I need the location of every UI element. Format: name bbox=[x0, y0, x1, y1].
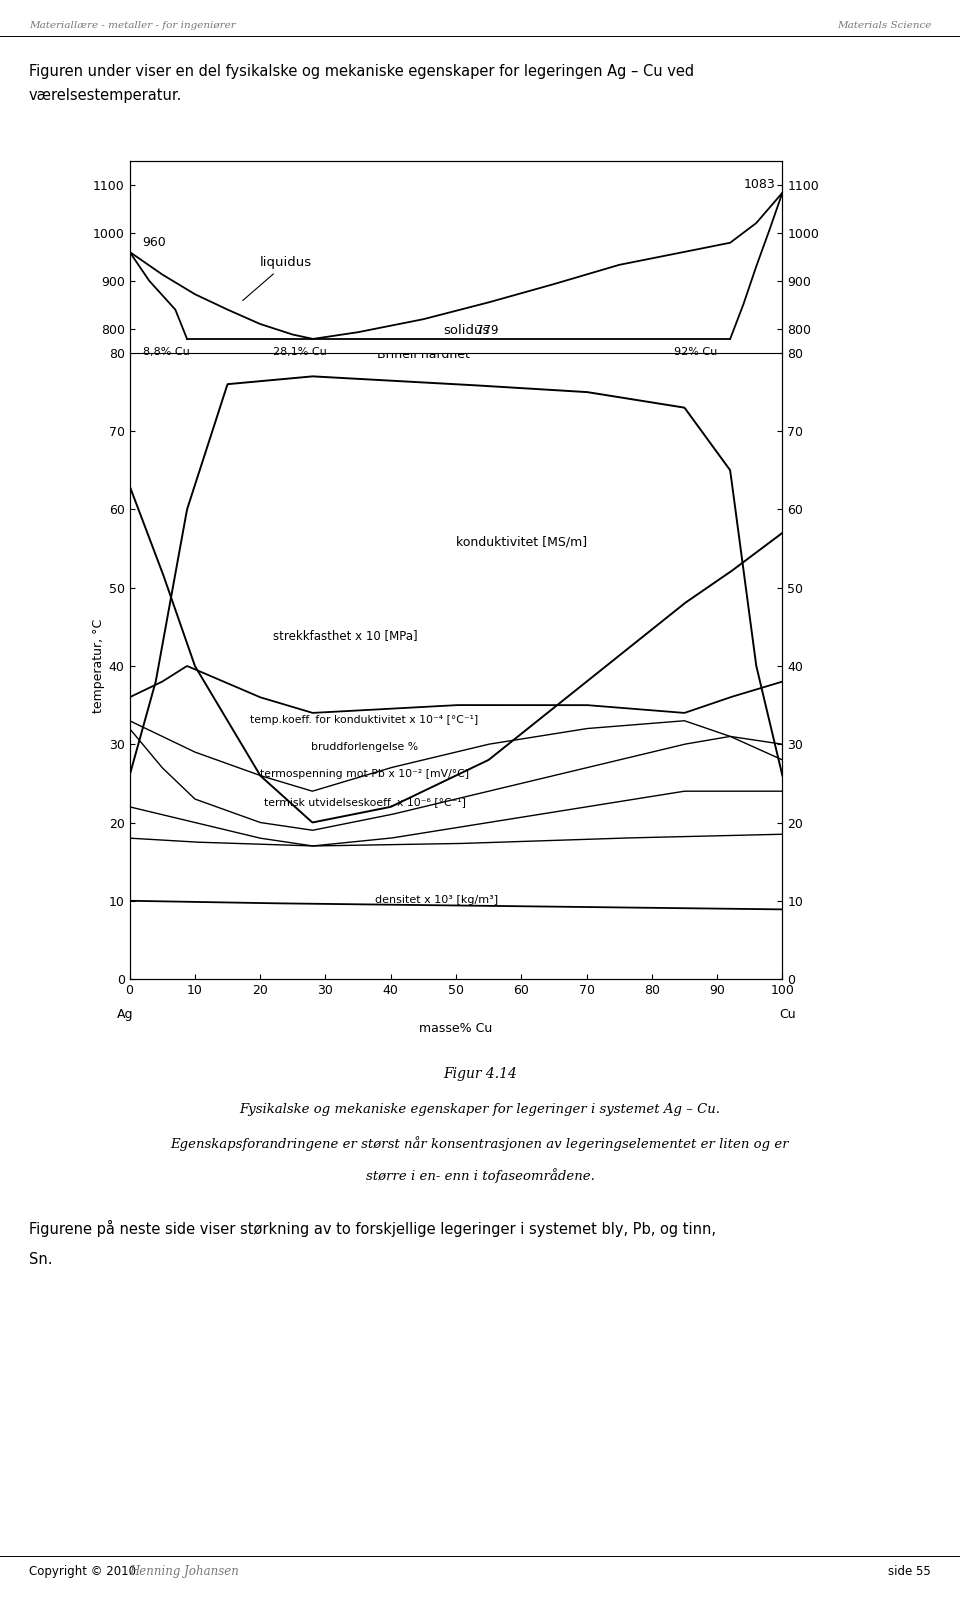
Text: 28,1% Cu: 28,1% Cu bbox=[274, 347, 327, 356]
Text: 8,8% Cu: 8,8% Cu bbox=[143, 347, 189, 356]
Text: bruddforlengelse %: bruddforlengelse % bbox=[311, 742, 419, 753]
Text: Figuren under viser en del fysikalske og mekaniske egenskaper for legeringen Ag : Figuren under viser en del fysikalske og… bbox=[29, 64, 694, 79]
Text: Brinell hårdhet: Brinell hårdhet bbox=[377, 348, 469, 361]
Text: side 55: side 55 bbox=[888, 1565, 931, 1578]
Text: 1083: 1083 bbox=[744, 178, 776, 191]
Text: termospenning mot Pb x 10⁻² [mV/°C]: termospenning mot Pb x 10⁻² [mV/°C] bbox=[260, 769, 469, 780]
Text: temp.koeff. for konduktivitet x 10⁻⁴ [°C⁻¹]: temp.koeff. for konduktivitet x 10⁻⁴ [°C… bbox=[251, 714, 479, 725]
Text: Sn.: Sn. bbox=[29, 1252, 52, 1266]
Text: 779: 779 bbox=[475, 324, 498, 337]
Y-axis label: temperatur, °C: temperatur, °C bbox=[91, 620, 105, 713]
Text: Figurene på neste side viser størkning av to forskjellige legeringer i systemet : Figurene på neste side viser størkning a… bbox=[29, 1220, 716, 1237]
Text: liquidus: liquidus bbox=[243, 257, 312, 300]
Text: Cu: Cu bbox=[779, 1008, 796, 1021]
X-axis label: masse% Cu: masse% Cu bbox=[420, 1022, 492, 1035]
Text: konduktivitet [MS/m]: konduktivitet [MS/m] bbox=[456, 536, 587, 549]
Text: termisk utvidelseskoeff. x 10⁻⁶ [°C⁻¹]: termisk utvidelseskoeff. x 10⁻⁶ [°C⁻¹] bbox=[264, 796, 466, 807]
Text: værelsestemperatur.: værelsestemperatur. bbox=[29, 88, 182, 103]
Text: Egenskapsforandringene er størst når konsentrasjonen av legeringselementet er li: Egenskapsforandringene er størst når kon… bbox=[171, 1136, 789, 1151]
Text: Ag: Ag bbox=[116, 1008, 133, 1021]
Text: Materials Science: Materials Science bbox=[837, 21, 931, 30]
Text: solidus: solidus bbox=[443, 324, 490, 337]
Text: densitet x 10³ [kg/m³]: densitet x 10³ [kg/m³] bbox=[374, 894, 498, 905]
Text: større i en- enn i tofaseområdene.: større i en- enn i tofaseområdene. bbox=[366, 1168, 594, 1183]
Text: Henning Johansen: Henning Johansen bbox=[130, 1565, 239, 1578]
Text: 92% Cu: 92% Cu bbox=[674, 347, 717, 356]
Text: Copyright © 2010: Copyright © 2010 bbox=[29, 1565, 139, 1578]
Text: Materiallære - metaller - for ingeniører: Materiallære - metaller - for ingeniører bbox=[29, 21, 235, 30]
Text: Figur 4.14: Figur 4.14 bbox=[444, 1067, 516, 1082]
Text: Fysikalske og mekaniske egenskaper for legeringer i systemet Ag – Cu.: Fysikalske og mekaniske egenskaper for l… bbox=[239, 1103, 721, 1115]
Text: strekkfasthet x 10 [MPa]: strekkfasthet x 10 [MPa] bbox=[273, 629, 418, 642]
Text: 960: 960 bbox=[143, 236, 166, 249]
